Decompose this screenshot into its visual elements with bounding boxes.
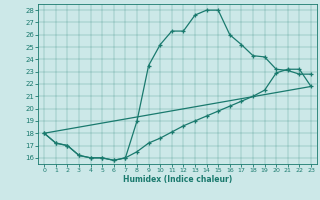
X-axis label: Humidex (Indice chaleur): Humidex (Indice chaleur)	[123, 175, 232, 184]
